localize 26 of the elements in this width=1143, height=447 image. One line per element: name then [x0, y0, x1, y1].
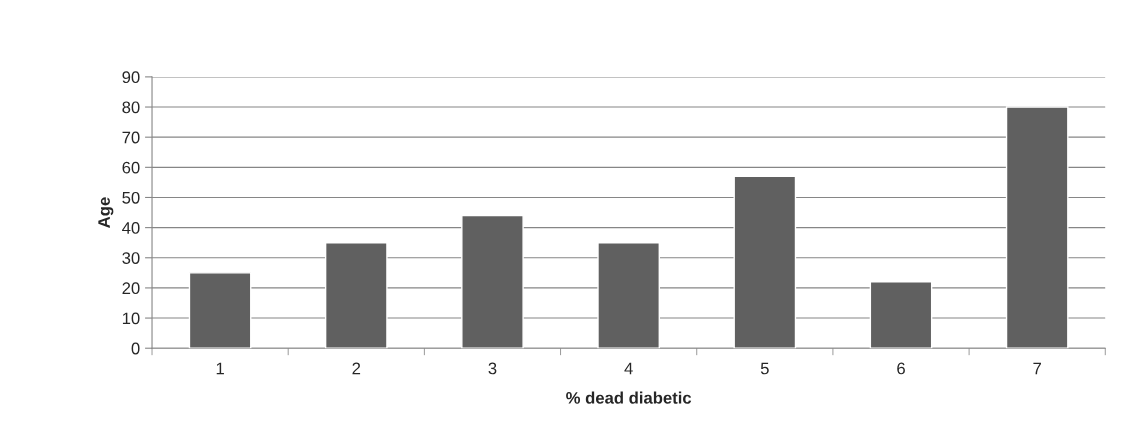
x-tick-label: 6: [897, 362, 905, 375]
y-tick-label: 40: [122, 222, 140, 234]
y-tick-label: 20: [122, 282, 140, 295]
y-tick-label: 0: [131, 342, 140, 355]
y-axis-title: Age: [98, 197, 114, 228]
bar: [869, 281, 933, 349]
x-tick-label: 3: [488, 362, 497, 375]
bar: [324, 242, 388, 349]
x-tick-label: 1: [216, 362, 224, 375]
y-tick-label: 80: [122, 101, 140, 114]
y-tick-label: 10: [122, 312, 140, 325]
y-tick-label: 90: [122, 71, 140, 84]
x-tick-label: 7: [1033, 362, 1041, 375]
bar: [597, 242, 660, 349]
y-tick-label: 70: [122, 131, 140, 144]
y-tick-label: 50: [122, 191, 140, 204]
x-tick-label: 5: [760, 362, 769, 375]
bar: [188, 272, 252, 349]
x-tick-label: 2: [352, 362, 361, 375]
y-tick-label: 60: [122, 161, 140, 174]
x-tick-label: 4: [624, 362, 633, 375]
bar: [733, 175, 797, 349]
bar: [461, 214, 524, 349]
bar: [1005, 106, 1069, 349]
x-axis-title: % dead diabetic: [566, 391, 692, 404]
y-tick-label: 30: [122, 252, 140, 264]
